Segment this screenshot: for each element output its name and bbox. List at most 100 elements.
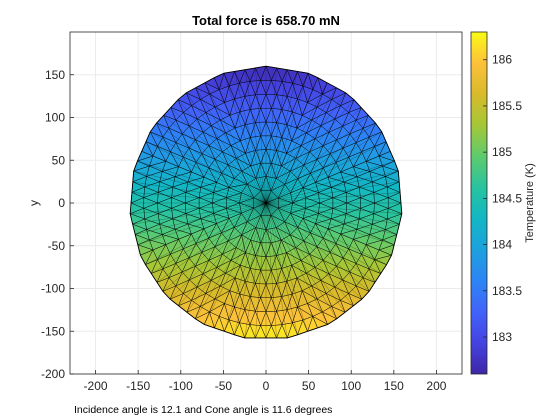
mesh-spoke <box>265 202 402 214</box>
colorbar-tick-label: 183.5 <box>492 284 522 298</box>
x-tick-label: 100 <box>341 379 361 393</box>
mesh-spoke <box>265 202 337 319</box>
mesh-spoke <box>135 202 267 235</box>
mesh-spoke <box>214 202 267 328</box>
mesh-spoke <box>265 202 346 313</box>
x-axis-ticks: -200 -150 -100 -50 0 50 100 150 200 <box>84 370 447 393</box>
plot-area: -200 -150 -100 -50 0 50 100 150 200 -200 -150 -100… <box>41 31 463 393</box>
y-tick-label: -150 <box>41 324 65 338</box>
y-tick-label: 150 <box>45 68 65 82</box>
mesh-spoke <box>265 77 318 204</box>
mesh-spoke <box>265 151 391 204</box>
mesh-spoke <box>234 71 267 204</box>
mesh-spoke <box>170 107 267 204</box>
mesh-spoke <box>141 151 267 204</box>
mesh-spoke <box>265 202 400 225</box>
mesh-spoke <box>224 202 267 332</box>
mesh-spoke <box>244 202 267 338</box>
mesh-spoke <box>265 69 288 204</box>
mesh-spoke <box>255 67 267 204</box>
mesh-spoke <box>265 87 337 204</box>
y-tick-label: 50 <box>52 153 66 167</box>
mesh-spoke <box>255 202 267 338</box>
colorbar-tick-label: 185 <box>492 145 512 159</box>
mesh-spoke <box>265 170 399 204</box>
x-tick-label: -200 <box>84 379 108 393</box>
mesh-spoke <box>265 202 328 325</box>
mesh-spoke <box>150 131 267 204</box>
colorbar: 183 183.5 184 184.5 185 185.5 186 Temperature … <box>470 31 536 375</box>
mesh-spoke <box>265 202 288 338</box>
colorbar-ticks: 183 183.5 184 184.5 185 185.5 186 <box>483 53 522 344</box>
mesh-spoke <box>265 202 370 292</box>
mesh-spoke <box>265 67 277 204</box>
mesh-spoke <box>204 82 267 204</box>
mesh-spoke <box>151 202 267 274</box>
mesh-spoke <box>265 181 400 204</box>
mesh-spoke <box>214 77 267 204</box>
y-tick-label: 100 <box>45 111 65 125</box>
x-tick-label: 150 <box>384 379 404 393</box>
mesh-spoke <box>140 202 267 256</box>
mesh-spoke <box>133 170 267 204</box>
mesh-spoke <box>170 202 267 300</box>
mesh-spoke <box>234 202 267 335</box>
mesh-spoke <box>265 73 309 204</box>
triangle-mesh <box>129 65 403 339</box>
mesh-spoke <box>162 202 267 292</box>
chart-title: Total force is 658.70 mN <box>192 13 340 28</box>
mesh-spoke <box>265 192 401 204</box>
mesh-spoke <box>265 82 328 204</box>
mesh-spoke <box>244 69 267 204</box>
mesh-spoke <box>130 202 267 214</box>
mesh-spoke <box>265 202 392 256</box>
mesh-spoke <box>156 123 267 204</box>
y-tick-label: 0 <box>58 196 65 210</box>
colorbar-tick-label: 183 <box>492 330 512 344</box>
colorbar-tick-label: 184 <box>492 238 512 252</box>
mesh-spoke <box>265 160 395 204</box>
mesh-spoke <box>145 202 267 265</box>
mesh-spoke <box>265 131 382 204</box>
mesh-spoke <box>265 71 298 204</box>
mesh-spoke <box>145 141 267 204</box>
x-tick-label: -150 <box>126 379 150 393</box>
colorbar-tick-label: 185.5 <box>492 99 522 113</box>
mesh-spoke <box>265 202 277 338</box>
mesh-spoke <box>195 202 267 319</box>
x-tick-label: 50 <box>302 379 316 393</box>
mesh-spoke <box>265 115 369 204</box>
mesh-spoke <box>265 123 376 204</box>
mesh-spoke <box>156 202 267 283</box>
mesh-spoke <box>265 202 354 306</box>
y-tick-label: -200 <box>41 367 65 381</box>
y-axis-label: y <box>27 200 41 206</box>
mesh-spoke <box>132 202 267 225</box>
y-tick-label: -50 <box>48 239 66 253</box>
mesh-spoke <box>265 141 387 204</box>
mesh-spoke <box>186 202 267 313</box>
mesh-spoke <box>265 202 298 335</box>
colorbar-tick-label: 184.5 <box>492 191 522 205</box>
mesh-spoke <box>265 202 318 328</box>
mesh-spoke <box>137 202 267 245</box>
mesh-spoke <box>265 202 381 274</box>
x-tick-label: -100 <box>169 379 193 393</box>
x-tick-label: -50 <box>215 379 233 393</box>
colorbar-gradient <box>470 31 488 375</box>
mesh-spoke <box>186 92 267 204</box>
mesh-spoke <box>131 192 267 204</box>
y-axis-ticks: -200 -150 -100 -50 0 50 100 150 <box>41 68 74 381</box>
mesh-spoke <box>195 87 267 204</box>
y-tick-label: -100 <box>41 282 65 296</box>
disk-outline <box>129 65 403 339</box>
mesh-spoke <box>177 99 267 204</box>
mesh-spoke <box>204 202 267 325</box>
mesh-spoke <box>265 202 395 245</box>
mesh-spoke <box>265 202 397 235</box>
mesh-spoke <box>132 181 267 204</box>
mesh-spoke <box>178 202 267 306</box>
angle-annotation: Incidence angle is 12.1 and Cone angle i… <box>74 404 332 416</box>
mesh-spoke <box>265 92 346 204</box>
